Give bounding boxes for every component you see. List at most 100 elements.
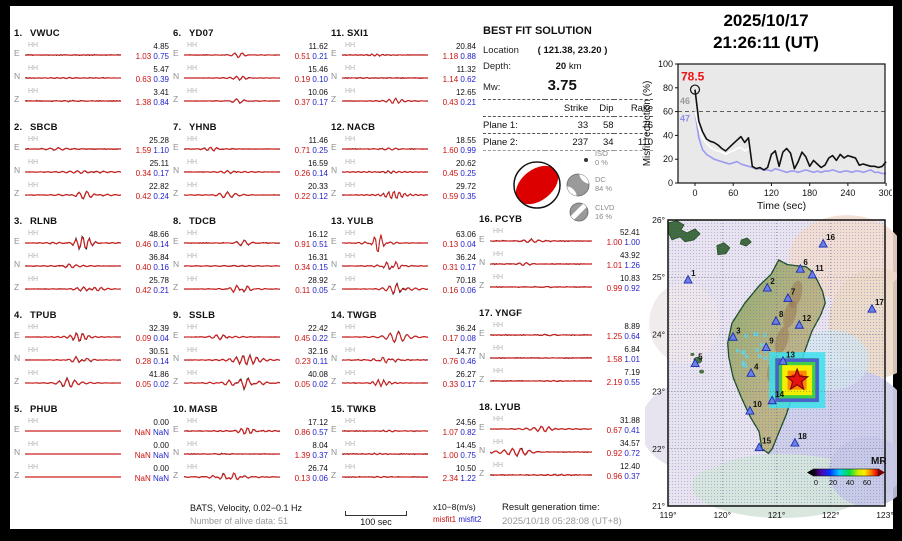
amplitude-value: 26.27 [455,370,476,379]
colorbar-tick-label: 0 [814,478,818,487]
component-label: N [331,259,338,269]
channel-values: 16.31 0.34 0.15 [280,252,328,275]
amplitude-value: 70.18 [455,276,476,285]
amplitude-value: 10.83 [619,274,640,283]
waveform-synthetic [184,377,280,390]
misfit1-value: 0.26 [294,169,311,178]
misfit2-value: 0.25 [460,169,476,178]
waveform-plot [184,427,280,435]
channel-values: 48.66 0.46 0.14 [121,229,169,252]
channel-row-TDCB-Z: Z HH 28.92 0.11 0.05 [173,275,328,298]
waveform-plot [342,378,428,388]
misfit2-value: 0.41 [624,426,640,435]
waveform-plot [342,452,428,456]
misfit1-value: 0.22 [294,192,311,201]
waveform-column-3: 11. SXI1 E HH 20.84 1.18 0.88 N HH 11.32 1.14 0.6… [331,28,476,498]
waveform-plot [184,75,280,82]
station-title: 5. PHUB [14,404,58,415]
station-block-TWGB: 14. TWGB E HH 36.24 0.17 0.08 N HH 14.77 0.76 0.4… [331,310,476,404]
depth-unit: km [568,61,582,72]
channel-values: 32.39 0.09 0.04 [121,323,169,346]
station-block-MASB: 10. MASB E HH 17.12 0.86 0.57 N HH 8.04 1.39 0.37… [173,404,328,498]
waveform-synthetic [490,285,592,289]
iso-pct: 0 % [595,157,608,167]
channel-row-PCYB-E: E HH 52.41 1.00 1.00 [479,227,640,250]
waveform-plot [184,264,280,268]
misfit2-value: 0.21 [153,286,169,295]
misfit2-value: NaN [152,451,169,460]
misfit1-value: 0.19 [294,75,311,84]
waveform-synthetic [490,473,592,477]
lon-tick-label: 121° [768,510,786,520]
misfit2-value: 0.15 [312,263,328,272]
amplitude-value: 41.86 [148,370,169,379]
waveform-synthetic [342,378,428,388]
misfit1-value: 0.13 [294,474,311,483]
amplitude-value: 11.32 [456,65,476,74]
station-block-PHUB: 5. PHUB E HH 0.00 NaN NaN N HH 0.00 NaN NaN Z HH 0.0… [14,404,169,498]
amplitude-value: 16.59 [307,159,328,168]
station-title: 8. TDCB [173,216,217,227]
amplitude-value: 8.89 [624,322,640,331]
channel-values: 11.62 0.51 0.21 [280,41,328,64]
focal-mechanism-beachball-icon [513,161,561,209]
waveform-synthetic [490,238,592,244]
amplitude-value: 36.84 [148,253,169,262]
misfit-legend: misfit1 misfit2 [433,515,481,524]
component-label: N [173,259,180,269]
channel-row-SXI1-N: N HH 11.32 1.14 0.62 [331,64,476,87]
band-code-label: HH [187,276,198,283]
channel-row-LYUB-Z: Z HH 12.40 0.96 0.37 [479,461,640,484]
waveform-synthetic [184,98,280,104]
waveform-synthetic [342,147,428,151]
channel-row-TWGB-E: E HH 36.24 0.17 0.08 [331,323,476,346]
channel-values: 30.51 0.28 0.14 [121,346,169,369]
component-label: Z [173,94,179,104]
component-label: E [331,424,337,434]
waveform-plot [342,330,428,344]
channel-values: 5.47 0.63 0.39 [121,64,169,87]
misfit1-value: 0.37 [294,98,311,107]
channel-values: 11.46 0.71 0.25 [280,135,328,158]
misfit1-value: 0.43 [442,98,459,107]
waveform-plot [342,356,428,364]
waveform-plot [342,76,428,80]
report-page: 1. VWUC E HH 4.85 1.03 0.75 N HH 5.47 0.63 0.39 Z H… [10,6,897,529]
component-label: Z [331,282,337,292]
channel-row-TWGB-N: N HH 14.77 0.76 0.46 [331,346,476,369]
misfit1-value: 0.92 [606,449,623,458]
misfit1-value: 0.11 [295,286,311,295]
channel-values: 22.82 0.42 0.24 [121,181,169,204]
misfit2-value: 0.22 [312,334,328,343]
waveform-plot [342,147,428,151]
waveform-synthetic [184,472,280,481]
band-code-label: HH [187,182,198,189]
waveform-synthetic [25,100,121,102]
band-code-label: HH [493,345,504,352]
channel-row-PCYB-N: N HH 43.92 1.01 1.26 [479,250,640,273]
channel-row-TWKB-N: N HH 14.45 1.00 0.75 [331,440,476,463]
misfit2-value: 0.17 [460,380,476,389]
waveform-plot [25,453,121,455]
waveform-synthetic [25,76,121,80]
channel-values: 24.56 1.07 0.82 [428,417,476,440]
station-number-label: 8 [779,310,784,319]
station-marker-8 [771,315,781,325]
misfit2-value: 1.00 [624,238,640,247]
result-time-value: 2025/10/18 05:28:08 (UT+8) [502,516,622,527]
misfit2-value: 0.55 [624,378,640,387]
station-block-TWKB: 15. TWKB E HH 24.56 1.07 0.82 N HH 14.45 1.00 0.7… [331,404,476,498]
channel-row-MASB-N: N HH 8.04 1.39 0.37 [173,440,328,463]
station-title: 10. MASB [173,404,218,415]
waveform-plot [342,170,428,174]
misfit2-value: NaN [152,474,169,483]
amplitude-value: 4.85 [153,42,169,51]
amplitude-value: 32.39 [148,324,169,333]
band-code-label: HH [187,42,198,49]
waveform-plot [184,452,280,456]
waveform-plot [25,169,121,174]
channel-values: 41.86 0.05 0.02 [121,369,169,392]
station-title: 2. SBCB [14,122,58,133]
misfit2-value: 0.21 [312,52,328,61]
